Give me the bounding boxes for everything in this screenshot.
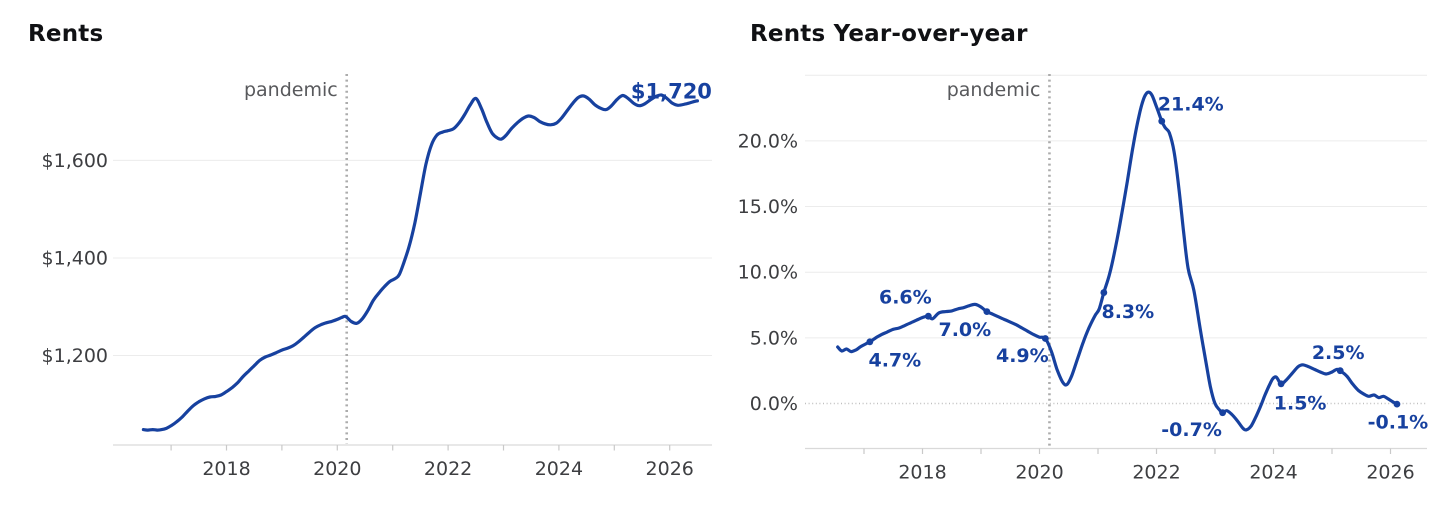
y-axis-label: 20.0% bbox=[738, 130, 798, 152]
data-point-dot bbox=[1393, 400, 1401, 408]
y-axis-label: 0.0% bbox=[750, 393, 798, 415]
data-point-dot bbox=[1158, 117, 1166, 125]
data-point-dot bbox=[983, 308, 991, 315]
data-point-dot bbox=[1277, 380, 1285, 388]
data-point-dot bbox=[924, 312, 932, 320]
annotation-value-label: -0.1% bbox=[1368, 412, 1429, 434]
rents-chart-canvas: $1,200 $1,400 $1,600 2018 2020 2022 2024 2026 pa… bbox=[42, 74, 712, 480]
x-axis-label: 2022 bbox=[1132, 462, 1180, 484]
y-axis-label: $1,600 bbox=[42, 150, 108, 172]
data-point-dot bbox=[1219, 409, 1227, 417]
x-axis-label: 2020 bbox=[313, 458, 361, 480]
rent-trend-line bbox=[141, 93, 699, 432]
annotation-value-label: 7.0% bbox=[938, 319, 991, 341]
annotation-value-label: 8.3% bbox=[1101, 301, 1154, 323]
data-point-dot bbox=[866, 338, 874, 346]
y-axis-label: 5.0% bbox=[750, 327, 798, 349]
annotation-value-label: 4.9% bbox=[996, 345, 1049, 367]
x-axis-label: 2018 bbox=[202, 458, 250, 480]
annotation-value-label: 6.6% bbox=[879, 287, 932, 309]
annotation-value-label: -0.7% bbox=[1161, 419, 1222, 441]
annotation-value-label: 4.7% bbox=[868, 349, 921, 371]
x-axis-label: 2026 bbox=[1366, 462, 1414, 484]
x-axis-label: 2020 bbox=[1015, 462, 1063, 484]
pandemic-label: pandemic bbox=[244, 79, 338, 101]
annotation-value-label: 2.5% bbox=[1312, 342, 1365, 364]
data-point-dot bbox=[1336, 367, 1344, 375]
data-point-dot bbox=[1041, 335, 1049, 342]
x-axis-label: 2024 bbox=[535, 458, 583, 480]
data-point-dot bbox=[1100, 289, 1108, 296]
rents-yoy-chart-panel: Rents Year-over-year 0.0% 5.0% 10.0% 15.0% 2… bbox=[725, 0, 1450, 505]
y-axis-label: $1,200 bbox=[42, 345, 108, 367]
rents-chart-title: Rents bbox=[28, 21, 104, 47]
y-axis-label: $1,400 bbox=[42, 247, 108, 269]
x-axis-label: 2024 bbox=[1249, 462, 1297, 484]
annotation-value-label: 1.5% bbox=[1274, 392, 1327, 414]
y-axis-label: 15.0% bbox=[738, 196, 798, 218]
pandemic-label: pandemic bbox=[947, 79, 1041, 101]
annotation-value-label: 21.4% bbox=[1158, 94, 1224, 116]
x-axis-label: 2022 bbox=[424, 458, 472, 480]
x-axis-label: 2018 bbox=[898, 462, 946, 484]
rents-yoy-chart-title: Rents Year-over-year bbox=[750, 21, 1028, 47]
y-axis-label: 10.0% bbox=[738, 262, 798, 284]
x-axis-label: 2026 bbox=[646, 458, 694, 480]
annotation-value-label: $1,720 bbox=[631, 79, 712, 103]
rents-yoy-chart-canvas: 0.0% 5.0% 10.0% 15.0% 20.0% 2018 2020 2022 2024 2… bbox=[738, 74, 1429, 484]
yoy-trend-line bbox=[836, 90, 1399, 432]
rents-chart-panel: Rents $1,200 $1,400 $1,600 2018 2020 2022 2024… bbox=[28, 21, 712, 480]
